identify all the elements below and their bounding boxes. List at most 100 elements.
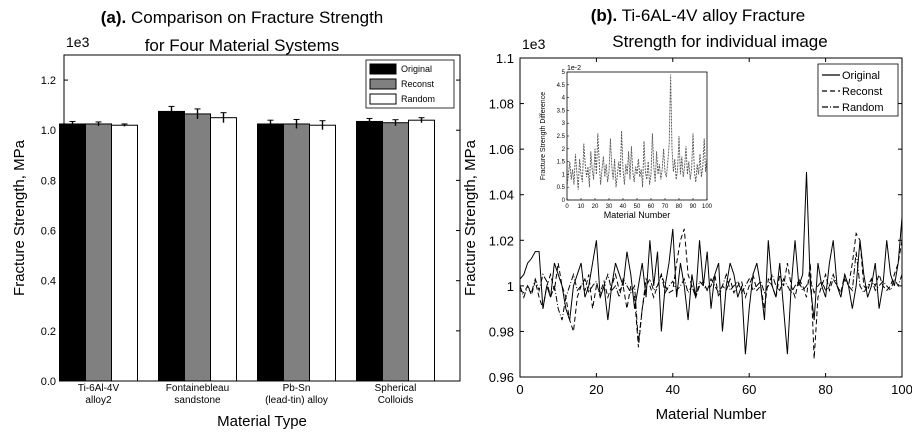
chart-a-legend-reconst: Reconst — [401, 79, 435, 89]
chart-b-legend-random: Random — [842, 102, 884, 114]
chart-a-bar-reconst — [382, 122, 409, 382]
chart-b-inset-x-tick-label: 0 — [565, 204, 569, 210]
chart-a-bars — [59, 105, 435, 382]
chart-b-inset-x-tick-label: 10 — [578, 204, 585, 210]
chart-b-inset-x-tick-label: 30 — [606, 204, 613, 210]
chart-b-inset-y-label: Fracture Strength Difference — [540, 92, 547, 180]
chart-b-y-tick-label: 1 — [507, 279, 514, 294]
chart-b-series-reconst — [519, 228, 903, 359]
chart-b-inset-x-label: Material Number — [604, 210, 671, 220]
chart-a-bar-original — [257, 123, 284, 382]
chart-a-y-tick-label: 0.6 — [41, 226, 56, 238]
chart-b-inset-multiplier: 1e-2 — [567, 65, 581, 72]
chart-b-inset-background — [534, 62, 720, 220]
chart-a-x-tick-label: alloy2 — [85, 395, 112, 406]
chart-a-bar-original — [158, 110, 185, 382]
chart-b-legend: Original Reconst Random — [817, 63, 899, 117]
chart-a-x-tick-label: Fontainebleau — [166, 383, 229, 394]
chart-b-y-tick-label: 0.96 — [489, 370, 514, 385]
chart-b-legend-original: Original — [842, 70, 880, 82]
chart-a-y-tick-label: 0.2 — [41, 326, 56, 338]
chart-b-inset-x-tick-label: 60 — [648, 204, 655, 210]
chart-b-lines — [519, 171, 903, 359]
chart-a-x-tick-label: Spherical — [375, 383, 417, 394]
chart-a-legend-swatch-reconst — [369, 78, 397, 90]
chart-b-inset-x-tick-label: 40 — [620, 204, 627, 210]
chart-b-inset-line — [566, 74, 708, 190]
chart-a-y-tick-label: 0.0 — [41, 376, 56, 388]
chart-b-x-tick-label: 60 — [742, 382, 756, 397]
chart-a-y-tick-label: 1.0 — [41, 125, 56, 137]
chart-b-x-tick-label: 100 — [891, 382, 912, 397]
chart-b-title-line1: Ti-6AL-4V alloy Fracture — [622, 6, 806, 25]
chart-b-x-tick-label: 40 — [666, 382, 680, 397]
chart-a-bar-original — [356, 120, 383, 382]
chart-a-bar-random — [210, 117, 237, 382]
chart-a-bar-random — [111, 124, 138, 382]
chart-a-bar-reconst — [184, 113, 211, 382]
chart-b-legend-reconst: Reconst — [842, 86, 882, 98]
chart-a-multiplier: 1e3 — [66, 34, 90, 50]
chart-b-series-original — [519, 171, 903, 355]
chart-a-y-tick-label: 0.8 — [41, 175, 56, 187]
chart-b-title-line2: Strength for individual image — [612, 32, 827, 51]
chart-b-multiplier: 1e3 — [522, 36, 546, 52]
chart-b-inset-y-tick-label: 1.5 — [557, 160, 566, 166]
chart-b-inset-x-tick-label: 80 — [676, 204, 683, 210]
chart-b-inset-y-tick-label: 2.5 — [557, 134, 566, 140]
chart-b-x-ticks: 0 20 40 60 80 100 — [516, 58, 912, 397]
chart-b-inset-series — [566, 74, 708, 190]
chart-b-inset-y-tick-label: 0.5 — [557, 185, 566, 191]
chart-b-y-tick-label: 1.06 — [489, 142, 514, 157]
chart-a-legend-swatch-random — [369, 93, 397, 105]
chart-b-inset-y-tick-label: 0 — [562, 198, 566, 204]
chart-a-y-tick-label: 1.2 — [41, 75, 56, 87]
chart-b-inset-y-tick-label: 3 — [562, 121, 566, 127]
chart-b-inset-ticks: 00.511.522.533.544.550 10 20 30 40 50 60 70 80 90… — [557, 70, 713, 210]
chart-a-bar-random — [408, 119, 435, 382]
chart-b-inset-y-tick-label: 1 — [562, 172, 566, 178]
chart-b-inset-x-tick-label: 100 — [702, 204, 713, 210]
chart-b-x-tick-label: 0 — [516, 382, 523, 397]
chart-a-bar-random — [309, 124, 336, 382]
chart-b-x-tick-label: 80 — [818, 382, 832, 397]
chart-a-y-axis-label: Fracture Strength, MPa — [11, 139, 28, 296]
chart-b-inset-y-tick-label: 5 — [562, 70, 566, 76]
chart-b-title: (b). Ti-6AL-4V alloy Fracture — [591, 6, 805, 25]
chart-a-title-line1: Comparison on Fracture Strength — [131, 8, 383, 27]
chart-b-inset-x-tick-label: 90 — [690, 204, 697, 210]
chart-b-inset-x-tick-label: 50 — [634, 204, 641, 210]
chart-b-y-tick-label: 0.98 — [489, 324, 514, 339]
chart-b-series-random — [519, 251, 903, 343]
chart-b-y-tick-label: 1.02 — [489, 233, 514, 248]
chart-b-inset-y-tick-label: 4.5 — [557, 83, 566, 89]
chart-a-title-prefix: (a). — [101, 8, 127, 27]
chart-a-x-tick-label: sandstone — [174, 395, 221, 406]
chart-b-legend-box — [817, 63, 899, 117]
chart-b-inset-x-tick-label: 70 — [662, 204, 669, 210]
chart-a-legend-original: Original — [401, 64, 432, 74]
chart-a-bar-reconst — [283, 123, 310, 382]
chart-a-legend-swatch-original — [369, 63, 397, 75]
chart-b-title-prefix: (b). — [591, 6, 617, 25]
chart-a-title-line2: for Four Material Systems — [145, 36, 340, 55]
chart-a-x-tick-label: Colloids — [378, 395, 414, 406]
chart-a-legend-random: Random — [401, 94, 435, 104]
chart-b-inset-x-tick-label: 20 — [592, 204, 599, 210]
chart-a-x-tick-label: Ti-6Al-4V — [78, 383, 120, 394]
chart-a-bar-original — [59, 123, 86, 382]
chart-b-y-tick-label: 1.1 — [496, 51, 514, 66]
chart-a-x-axis-label: Material Type — [217, 413, 307, 430]
chart-b-inset: 1e-2 00.511.522.533.544.550 10 20 30 40 50 60 7… — [534, 62, 720, 220]
chart-a-bar-reconst — [85, 123, 112, 382]
chart-a-legend: Original Reconst Random — [365, 59, 455, 109]
chart-a-title: (a). Comparison on Fracture Strength — [101, 8, 384, 27]
chart-a-x-tick-label: (lead-tin) alloy — [265, 395, 328, 406]
chart-b-x-tick-label: 20 — [589, 382, 603, 397]
chart-b-inset-y-tick-label: 3.5 — [557, 108, 566, 114]
chart-b-inset-y-tick-label: 4 — [562, 96, 566, 102]
chart-b-y-axis-label: Fracture Strength, MPa — [462, 139, 479, 296]
chart-b-y-tick-label: 1.04 — [489, 188, 514, 203]
